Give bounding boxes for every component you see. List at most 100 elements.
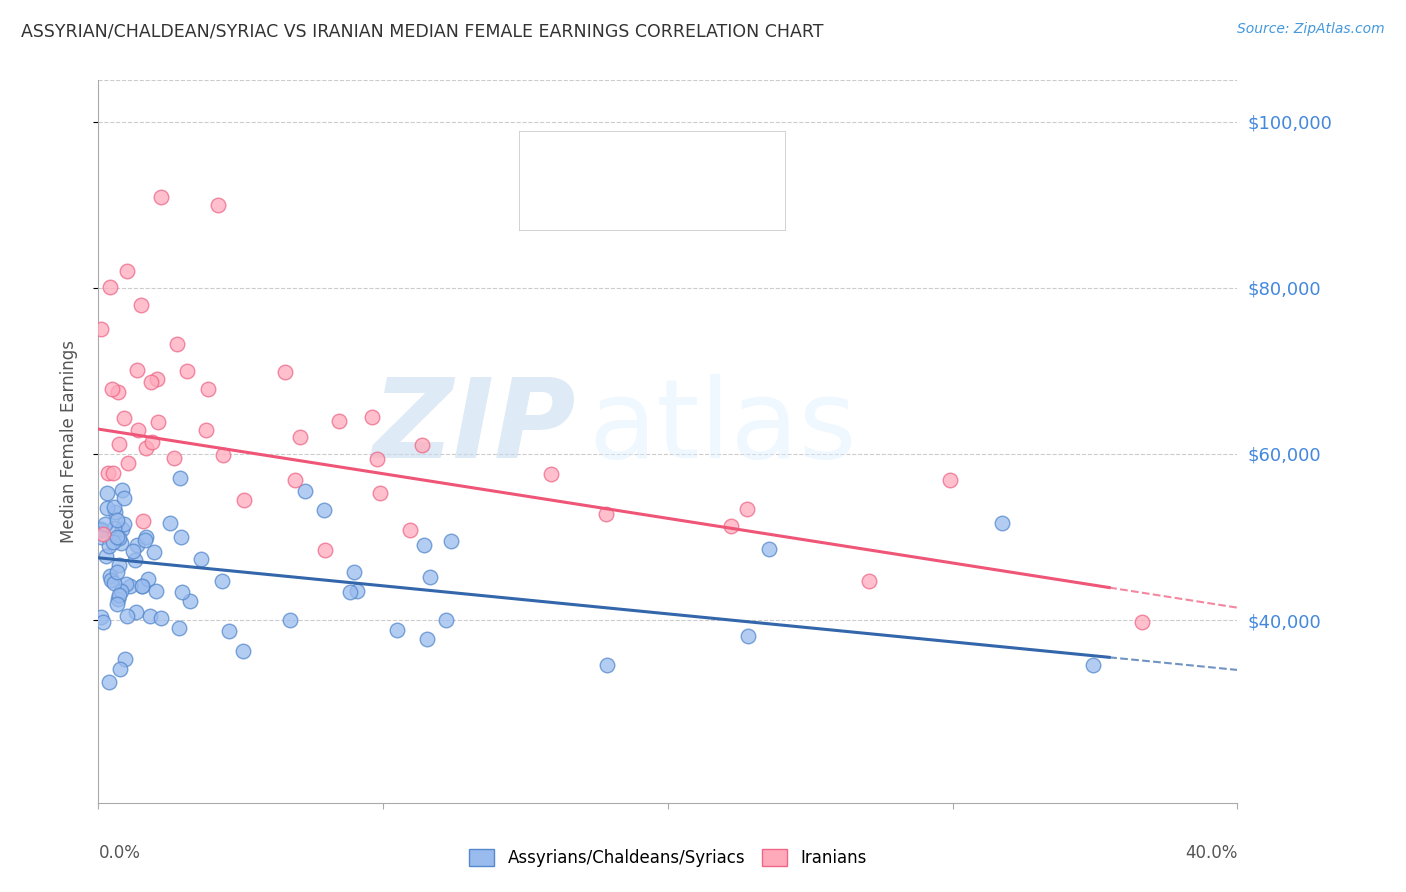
FancyBboxPatch shape	[530, 142, 564, 174]
FancyBboxPatch shape	[519, 131, 786, 231]
Point	[159, 516, 181, 530]
Point	[399, 523, 422, 537]
Point	[166, 336, 188, 351]
FancyBboxPatch shape	[530, 188, 564, 219]
Point	[107, 591, 129, 606]
Text: atlas: atlas	[588, 374, 856, 481]
Point	[419, 570, 441, 584]
Point	[117, 609, 139, 624]
Point	[105, 565, 128, 579]
Point	[143, 544, 166, 558]
Point	[96, 500, 118, 515]
Point	[207, 198, 229, 212]
Point	[370, 486, 392, 500]
Point	[108, 531, 131, 545]
Point	[121, 544, 143, 558]
Point	[114, 576, 136, 591]
Y-axis label: Median Female Earnings: Median Female Earnings	[59, 340, 77, 543]
Point	[98, 280, 121, 294]
Point	[162, 451, 184, 466]
Point	[314, 503, 336, 517]
Point	[104, 505, 127, 519]
Point	[145, 584, 167, 599]
Point	[294, 483, 316, 498]
Point	[288, 430, 311, 444]
Point	[232, 644, 254, 658]
Text: -0.314: -0.314	[614, 194, 678, 213]
Point	[737, 630, 759, 644]
Point	[939, 473, 962, 487]
Point	[197, 382, 219, 396]
Point	[125, 605, 148, 619]
Point	[103, 520, 125, 534]
Point	[132, 514, 155, 528]
Point	[278, 614, 301, 628]
Point	[149, 611, 172, 625]
Point	[98, 569, 121, 583]
Point	[131, 579, 153, 593]
Point	[141, 434, 163, 449]
Point	[108, 437, 131, 451]
Point	[176, 364, 198, 378]
Point	[416, 632, 439, 646]
Point	[105, 513, 128, 527]
Point	[103, 500, 125, 514]
Point	[540, 467, 562, 481]
Point	[90, 530, 112, 544]
Point	[107, 385, 129, 400]
Point	[91, 526, 114, 541]
Point	[366, 452, 388, 467]
Point	[134, 533, 156, 548]
Point	[112, 491, 135, 506]
Point	[103, 534, 125, 549]
Text: R =: R =	[578, 149, 614, 167]
Text: ASSYRIAN/CHALDEAN/SYRIAC VS IRANIAN MEDIAN FEMALE EARNINGS CORRELATION CHART: ASSYRIAN/CHALDEAN/SYRIAC VS IRANIAN MEDI…	[21, 22, 824, 40]
Point	[127, 363, 149, 377]
Point	[434, 613, 457, 627]
Point	[135, 441, 157, 455]
Point	[94, 516, 117, 531]
Point	[110, 535, 132, 549]
Point	[413, 537, 436, 551]
Point	[96, 486, 118, 500]
Point	[169, 530, 191, 544]
Point	[117, 456, 139, 470]
Point	[138, 572, 160, 586]
Point	[339, 585, 361, 599]
Text: -0.273: -0.273	[614, 149, 678, 167]
Point	[146, 415, 169, 429]
Text: 40.0%: 40.0%	[1185, 845, 1237, 863]
Point	[440, 533, 463, 548]
Point	[991, 516, 1014, 530]
Point	[169, 621, 191, 635]
Text: ZIP: ZIP	[373, 374, 576, 481]
Point	[110, 583, 132, 598]
Point	[111, 483, 134, 497]
Point	[411, 438, 433, 452]
Point	[190, 551, 212, 566]
Point	[115, 264, 138, 278]
Point	[98, 674, 121, 689]
Point	[218, 624, 240, 638]
Text: R =: R =	[578, 194, 614, 213]
Point	[135, 530, 157, 544]
Point	[145, 372, 167, 386]
Point	[108, 588, 131, 602]
Text: 46: 46	[717, 194, 741, 213]
Point	[108, 662, 131, 676]
Point	[274, 365, 297, 379]
Point	[284, 473, 307, 487]
Point	[139, 608, 162, 623]
Point	[858, 574, 880, 588]
Point	[112, 516, 135, 531]
Point	[100, 574, 122, 588]
Point	[169, 471, 191, 485]
Point	[139, 376, 162, 390]
Point	[107, 598, 129, 612]
Point	[194, 423, 217, 437]
Point	[385, 623, 408, 637]
Point	[101, 466, 124, 480]
Point	[103, 576, 125, 591]
Point	[758, 542, 780, 557]
Point	[114, 652, 136, 666]
